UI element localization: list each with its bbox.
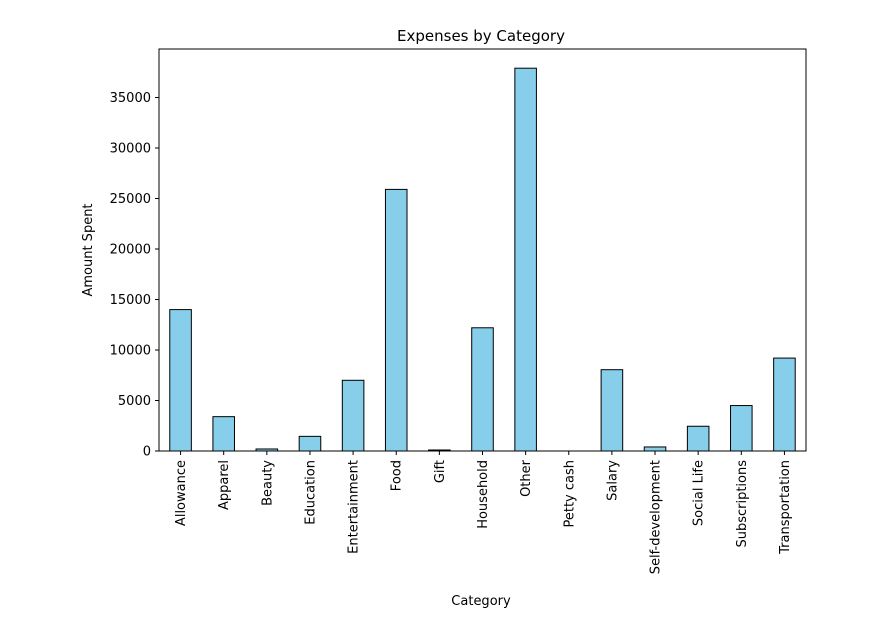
x-tick-label: Apparel (217, 460, 232, 510)
bar-subscriptions (730, 405, 753, 452)
x-tick-label: Food (390, 460, 405, 491)
x-tick-label: Entertainment (347, 460, 362, 554)
x-tick-label: Subscriptions (735, 460, 750, 548)
bar-self-development (643, 446, 667, 452)
x-tick-label: Transportation (778, 460, 793, 555)
bar-apparel (212, 416, 235, 452)
plot-area: 0 5000 10000 15000 20000 25000 30000 35000 Allow… (110, 48, 807, 574)
x-tick-label: Petty cash (562, 460, 577, 528)
x-tick-label: Other (519, 459, 534, 497)
bar-salary (600, 369, 624, 452)
bar-social-life (686, 425, 710, 452)
y-tick-label: 5000 (118, 394, 151, 409)
y-tick-label: 35000 (110, 91, 151, 106)
x-tick-label: Education (303, 460, 318, 525)
bar-transportation (773, 357, 796, 452)
x-tick-label: Household (476, 460, 491, 529)
x-tick-label: Social Life (692, 460, 707, 526)
y-tick-label: 15000 (110, 293, 151, 308)
bar-entertainment (341, 379, 365, 452)
bar-education (298, 435, 322, 452)
y-tick-label: 30000 (110, 141, 151, 156)
y-tick-label: 10000 (110, 343, 151, 358)
x-tick-label: Salary (605, 460, 620, 501)
bar-allowance (169, 309, 192, 452)
y-tick-label: 25000 (110, 192, 151, 207)
y-tick-label: 0 (143, 445, 151, 460)
chart-title: Expenses by Category (397, 27, 565, 45)
x-tick-label: Allowance (174, 460, 189, 526)
bar-household (471, 327, 494, 452)
x-tick-label: Gift (433, 460, 448, 483)
x-axis-label: Category (451, 594, 511, 609)
x-tick-label: Beauty (260, 460, 275, 506)
bar-other (514, 67, 537, 452)
y-axis-label: Amount Spent (81, 203, 96, 296)
x-tick-label: Self-development (649, 460, 664, 574)
bar-food (384, 188, 408, 452)
y-tick-label: 20000 (110, 242, 151, 257)
